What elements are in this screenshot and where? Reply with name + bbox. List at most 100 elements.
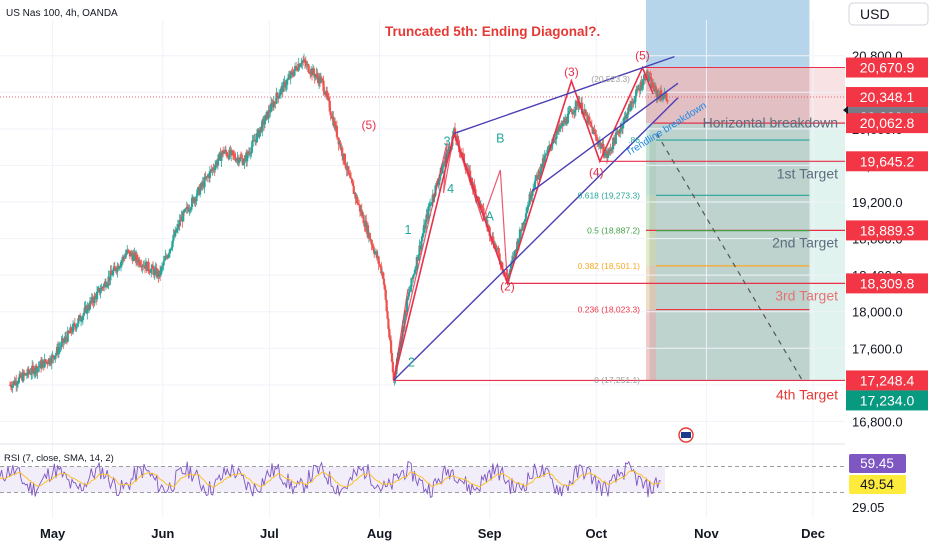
candle-body [427, 206, 430, 219]
candle-body [275, 92, 278, 104]
candle-body [87, 305, 90, 310]
candle-body [250, 146, 253, 154]
candle-body [614, 132, 617, 144]
candle-body [87, 308, 91, 310]
candle-body [124, 255, 127, 259]
candle-body [278, 93, 282, 96]
candle-body [297, 63, 300, 71]
candle-body [59, 346, 62, 348]
candle-body [183, 208, 187, 212]
candle-body [379, 265, 382, 267]
candle-body [222, 150, 225, 154]
candle-body [372, 245, 375, 250]
candle-body [660, 90, 663, 96]
candle-body [47, 363, 50, 365]
candle-body [224, 149, 227, 153]
candle-body [448, 146, 451, 147]
candle-body [147, 261, 150, 271]
candle-body [233, 154, 236, 159]
candle-body [334, 121, 337, 130]
candle-body [55, 352, 58, 356]
candle-body [98, 287, 101, 294]
candle-body [572, 112, 575, 115]
candle-body [523, 221, 526, 225]
currency-button[interactable] [848, 2, 929, 26]
candle-body [261, 120, 264, 132]
candle-body [497, 248, 500, 254]
candle-body [83, 307, 86, 314]
candle-body [528, 193, 531, 205]
candle-body [552, 139, 555, 144]
price-badge-label: 19,645.2 [860, 153, 915, 169]
candle-body [339, 142, 342, 149]
candle-body [446, 150, 450, 155]
candle-body [186, 206, 189, 210]
candle-body [504, 272, 507, 275]
candle-body [547, 148, 550, 150]
candle-body [77, 318, 80, 324]
symbol-title: US Nas 100, 4h, OANDA [6, 8, 118, 19]
fib-label: 0 (17,251.1) [594, 375, 640, 385]
candle-body [58, 347, 61, 349]
candle-body [588, 116, 591, 122]
candle-body [389, 337, 392, 341]
x-axis-bg [0, 518, 932, 550]
wave-label: 3 [444, 134, 451, 148]
currency-label: USD [860, 6, 890, 22]
candle-body [119, 266, 122, 268]
y-tick-label: 18,000.0 [852, 305, 903, 320]
candle-body [132, 254, 135, 261]
candle-body [95, 291, 99, 300]
candle-body [420, 241, 423, 250]
candle-body [291, 72, 294, 75]
candle-body [242, 162, 245, 165]
candle-body [509, 269, 512, 274]
wave-line-abc [453, 133, 509, 284]
candle-body [588, 121, 592, 123]
candle-body [46, 361, 49, 364]
candle-body [481, 205, 484, 208]
candle-body [279, 88, 283, 94]
candle-body [517, 239, 521, 246]
candle-body [121, 256, 124, 261]
candle-body [286, 79, 289, 85]
candle-body [175, 228, 179, 232]
candle-body [119, 261, 123, 267]
candle-body [447, 146, 450, 151]
candle-body [410, 277, 413, 288]
candle-body [161, 265, 164, 267]
candle-body [429, 203, 433, 205]
candle-body [606, 154, 609, 159]
candle-body [573, 110, 577, 113]
rsi-sma-value: 49.54 [860, 477, 894, 492]
candle-body [409, 287, 412, 291]
candle-body [477, 197, 481, 202]
candle-body [102, 287, 105, 289]
candle-body [60, 341, 63, 347]
candle-body [220, 154, 223, 161]
candle-body [398, 348, 402, 350]
candle-body [335, 126, 338, 137]
flag-icon[interactable] [678, 427, 694, 443]
candle-body [600, 147, 603, 149]
candle-body [272, 101, 275, 108]
candle-body [389, 340, 393, 354]
candle-body [31, 365, 35, 368]
candle-body [544, 154, 547, 156]
candle-body [662, 97, 665, 99]
candle-body [303, 59, 307, 63]
candle-body [562, 120, 565, 127]
price-badge-label: 20,348.1 [860, 89, 915, 105]
candle-body [661, 97, 664, 100]
candle-body [171, 240, 174, 248]
candle-body [308, 72, 311, 74]
candle-body [657, 93, 660, 96]
candle-body [32, 367, 36, 375]
candle-body [473, 184, 476, 190]
candle-body [375, 251, 378, 258]
candle-body [71, 331, 74, 333]
wave-line-sub [393, 133, 455, 381]
candle-body [403, 317, 406, 329]
